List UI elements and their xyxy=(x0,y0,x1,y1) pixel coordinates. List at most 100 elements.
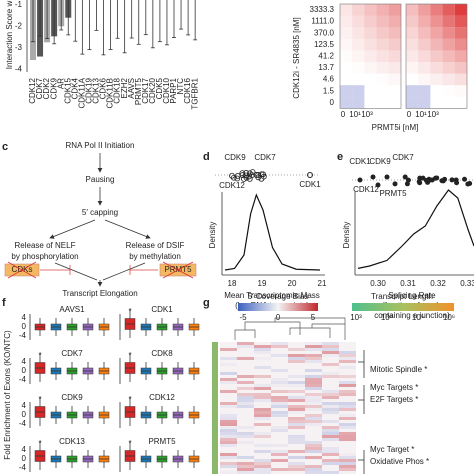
point-label: CDK1 xyxy=(299,180,321,189)
colorbar xyxy=(352,303,454,311)
heatmap-cell xyxy=(271,453,288,456)
y-tick-label: -2 xyxy=(15,22,23,31)
heatmap-cell xyxy=(271,390,288,393)
heatmap-cell xyxy=(271,381,288,384)
heatmap-cell xyxy=(364,97,376,109)
heatmap-cell xyxy=(322,459,339,462)
y-tick-label: 3333.3 xyxy=(310,5,335,14)
dot xyxy=(307,172,313,178)
gene-label: CDK6 xyxy=(99,77,108,99)
heatmap-cell xyxy=(237,405,254,408)
point-label: PRMT5 xyxy=(379,189,407,198)
heatmap-cell xyxy=(237,381,254,384)
subpanel-title: AAVS1 xyxy=(59,305,85,314)
heatmap-cell xyxy=(305,354,322,357)
heatmap-cell xyxy=(254,375,271,378)
y-axis-label: Density xyxy=(208,222,217,249)
heatmap-cell xyxy=(442,38,455,51)
heatmap-cell xyxy=(305,357,322,360)
heatmap-cell xyxy=(288,357,305,360)
heatmap-cell xyxy=(454,4,467,16)
heatmap-cell xyxy=(220,390,237,393)
heatmap-cell xyxy=(288,450,305,453)
heatmap-cell xyxy=(254,432,271,435)
heatmap-cell xyxy=(388,4,401,16)
flow-step: Pausing xyxy=(86,175,115,184)
x-axis-label: Mean Transcriptomic Mass xyxy=(224,291,320,300)
heatmap-cell xyxy=(288,354,305,357)
y-tick-label: -4 xyxy=(15,65,23,74)
heatmap-cell xyxy=(220,441,237,444)
heatmap-cell xyxy=(376,4,389,16)
dot xyxy=(429,177,435,183)
gene-label: CDK11B xyxy=(106,78,115,109)
heatmap-cell xyxy=(254,411,271,414)
heatmap-cell xyxy=(237,471,254,474)
gene-label: NTC xyxy=(176,78,185,95)
heatmap-cell xyxy=(339,468,356,471)
gene-label: EZH2 xyxy=(120,77,129,98)
heatmap-cell xyxy=(364,4,377,16)
heatmap-cell xyxy=(288,348,305,351)
heatmap-cell xyxy=(388,15,401,28)
heatmap-cell xyxy=(305,471,322,474)
annotation: Myc Targets * xyxy=(370,383,418,392)
heatmap-cell xyxy=(406,74,418,86)
y-tick-label: 0 xyxy=(22,410,27,419)
subpanel-title: CDK12 xyxy=(149,393,175,402)
heatmap-cell xyxy=(322,420,339,423)
heatmap-cell xyxy=(430,38,443,51)
heatmap-cell xyxy=(305,444,322,447)
x-tick-label: 18 xyxy=(228,279,237,288)
dot xyxy=(392,181,398,187)
heatmap-cell xyxy=(376,50,389,62)
heatmap-cell xyxy=(430,62,443,74)
dot xyxy=(253,172,260,178)
heatmap-cell xyxy=(305,396,322,399)
dot xyxy=(467,180,473,186)
heatmap-cell xyxy=(418,50,431,62)
cross xyxy=(162,261,194,279)
heatmap-cell xyxy=(220,453,237,456)
heatmap-cell xyxy=(305,387,322,390)
heatmap-cell xyxy=(322,471,339,474)
y-tick-label: 4 xyxy=(22,357,27,366)
y-tick-label: -1 xyxy=(15,0,23,9)
heatmap-cell xyxy=(454,27,467,39)
gene-label: CDK15 xyxy=(63,77,72,103)
heatmap-cell xyxy=(388,38,401,51)
heatmap-cell xyxy=(220,426,237,429)
dot xyxy=(370,174,376,180)
heatmap-cell xyxy=(254,462,271,465)
heatmap-cell xyxy=(254,348,271,351)
gene-label: CDK5 xyxy=(155,77,164,99)
heatmap-cell xyxy=(220,357,237,360)
heatmap-cell xyxy=(220,414,237,417)
heatmap-cell xyxy=(322,447,339,450)
heatmap-cell xyxy=(254,387,271,390)
legend-title: Transcript Length xyxy=(371,292,433,301)
heatmap-cell xyxy=(322,426,339,429)
heatmap-cell xyxy=(288,426,305,429)
heatmap-cell xyxy=(454,50,467,62)
heatmap-cell xyxy=(455,97,467,109)
heatmap-cell xyxy=(455,85,467,97)
heatmap-cell xyxy=(388,27,401,39)
heatmap-cell xyxy=(305,447,322,450)
gene-label: CDK11A xyxy=(77,77,86,108)
heatmap-cell xyxy=(305,360,322,363)
heatmap-cell xyxy=(220,381,237,384)
x-tick-label: 0 xyxy=(341,110,346,119)
heatmap-cell xyxy=(271,414,288,417)
y-tick-label: -4 xyxy=(19,331,27,340)
heatmap-cell xyxy=(339,459,356,462)
subpanel-title: CDK9 xyxy=(61,393,83,402)
heatmap-cell xyxy=(305,402,322,405)
heatmap-cell xyxy=(237,441,254,444)
heatmap-cell xyxy=(322,348,339,351)
heatmap-cell xyxy=(305,369,322,372)
heatmap-cell xyxy=(322,393,339,396)
heatmap-cell xyxy=(339,408,356,411)
heatmap-cell xyxy=(442,27,455,39)
heatmap-cell xyxy=(430,50,443,62)
